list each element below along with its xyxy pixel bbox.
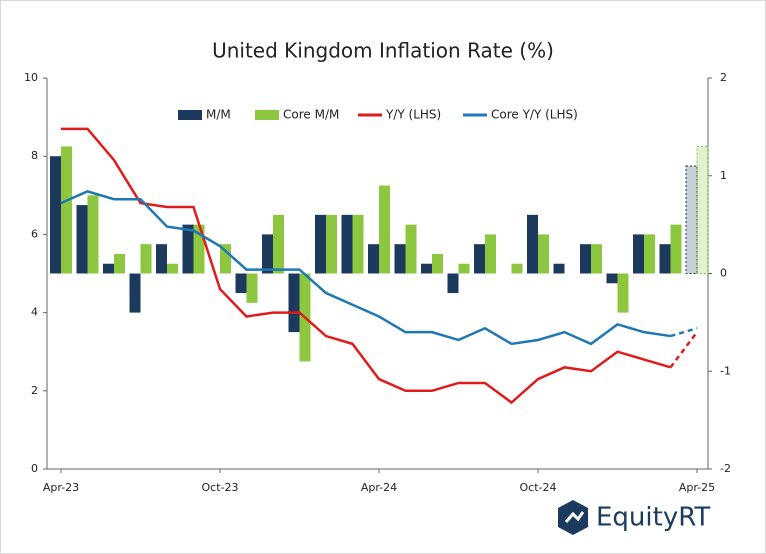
legend-swatch (255, 110, 279, 120)
y2-tick-label: 1 (720, 169, 727, 182)
x-tick-label: Apr-23 (43, 481, 79, 494)
y-tick-label: 0 (31, 462, 38, 475)
bar (368, 244, 379, 274)
logo-icon (558, 500, 588, 535)
bar (341, 214, 353, 274)
bar (421, 263, 432, 274)
bar (246, 273, 258, 303)
bar (538, 234, 549, 274)
bar (591, 244, 602, 274)
line (61, 127, 671, 405)
y2-tick-label: 0 (720, 267, 727, 280)
y-tick-label: 2 (31, 384, 38, 397)
bar (617, 273, 629, 313)
bar (50, 156, 61, 274)
legend-label: Y/Y (LHS) (385, 108, 441, 122)
y-tick-label: 10 (24, 71, 38, 84)
bar (352, 214, 364, 274)
bar (273, 214, 284, 274)
x-tick-label: Oct-23 (202, 481, 239, 494)
line-forecast (670, 327, 698, 338)
y-tick-label: 8 (31, 149, 38, 162)
bar (288, 273, 300, 333)
bar (220, 244, 231, 274)
legend-swatch (178, 110, 202, 120)
bar (553, 263, 565, 274)
x-tick-label: Apr-25 (679, 481, 715, 494)
bar (432, 253, 443, 274)
bar (696, 145, 709, 274)
x-tick-label: Oct-24 (520, 481, 557, 494)
legend-label: Core Y/Y (LHS) (491, 108, 578, 122)
bar (129, 273, 141, 313)
bar (670, 224, 682, 274)
bar (394, 244, 406, 274)
bar (685, 165, 698, 275)
bar (474, 244, 485, 274)
bar (156, 244, 167, 274)
bar (379, 185, 390, 274)
bar (326, 214, 337, 274)
bar (405, 224, 417, 274)
bar (103, 263, 114, 274)
bar (235, 273, 247, 294)
bar (511, 263, 523, 274)
bar (182, 224, 194, 274)
bar (262, 234, 273, 274)
bar (485, 234, 496, 274)
bar (527, 214, 538, 274)
bar (61, 146, 72, 274)
bar (580, 244, 591, 274)
y2-tick-label: -1 (720, 364, 731, 377)
y2-tick-label: 2 (720, 71, 727, 84)
bar (447, 273, 459, 294)
logo-text: EquityRT (596, 503, 710, 533)
bar (644, 234, 655, 274)
line-forecast (669, 331, 698, 369)
bar (114, 253, 125, 274)
bar (87, 195, 99, 274)
y-tick-label: 6 (31, 227, 38, 240)
legend-label: M/M (206, 108, 231, 122)
bar (76, 205, 88, 274)
line (60, 190, 671, 346)
bar (458, 263, 470, 274)
bar (315, 214, 326, 274)
bar (659, 244, 671, 274)
bar (633, 234, 644, 274)
bar (193, 224, 205, 274)
bar (167, 263, 178, 274)
bar (140, 244, 152, 274)
y-tick-label: 4 (31, 306, 38, 319)
bar (606, 273, 618, 284)
y2-tick-label: -2 (720, 462, 731, 475)
legend-label: Core M/M (283, 108, 339, 122)
x-tick-label: Apr-24 (361, 481, 397, 494)
chart-title: United Kingdom Inflation Rate (%) (212, 39, 554, 63)
